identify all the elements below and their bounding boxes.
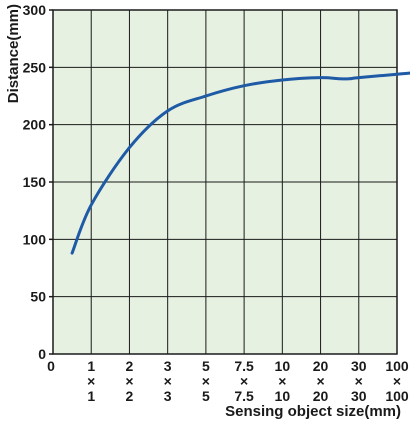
x-tick-label-bottom: 20 xyxy=(313,388,329,404)
x-tick-label-times: × xyxy=(125,373,133,389)
x-tick-label-bottom: 2 xyxy=(126,388,134,404)
x-tick-label-top: 10 xyxy=(275,358,291,374)
x-tick-label-times: × xyxy=(87,373,95,389)
y-tick-label: 300 xyxy=(23,2,47,18)
y-tick-label: 0 xyxy=(38,346,46,362)
x-tick-label-top: 30 xyxy=(351,358,367,374)
x-tick-label-bottom: 100 xyxy=(385,388,409,404)
y-tick-label: 150 xyxy=(23,174,47,190)
x-tick-label-top: 5 xyxy=(202,358,210,374)
x-tick-label-top: 3 xyxy=(164,358,172,374)
x-tick-label-bottom: 3 xyxy=(164,388,172,404)
x-tick-label-times: × xyxy=(240,373,248,389)
x-tick-label-times: × xyxy=(202,373,210,389)
x-tick-label-top: 1 xyxy=(87,358,95,374)
distance-curve-line xyxy=(70,71,410,255)
y-tick-label: 100 xyxy=(23,231,47,247)
x-origin-label: 0 xyxy=(47,358,55,374)
x-tick-label-bottom: 30 xyxy=(351,388,367,404)
x-tick-label-top: 2 xyxy=(126,358,134,374)
x-tick-label-times: × xyxy=(393,373,401,389)
x-axis-title: Sensing object size(mm) xyxy=(225,403,401,420)
x-tick-label-bottom: 7.5 xyxy=(234,388,254,404)
x-tick-label-top: 7.5 xyxy=(234,358,254,374)
x-tick-label-times: × xyxy=(355,373,363,389)
x-tick-label-bottom: 5 xyxy=(202,388,210,404)
y-tick-label: 50 xyxy=(30,289,46,305)
y-axis-title: Distance(mm) xyxy=(5,4,22,103)
x-tick-label-bottom: 10 xyxy=(275,388,291,404)
y-tick-label: 200 xyxy=(23,117,47,133)
x-tick-label-times: × xyxy=(164,373,172,389)
x-tick-label-times: × xyxy=(278,373,286,389)
x-tick-label-bottom: 1 xyxy=(87,388,95,404)
x-tick-label-times: × xyxy=(316,373,324,389)
y-tick-label: 250 xyxy=(23,59,47,75)
x-tick-label-top: 100 xyxy=(385,358,409,374)
x-tick-label-top: 20 xyxy=(313,358,329,374)
